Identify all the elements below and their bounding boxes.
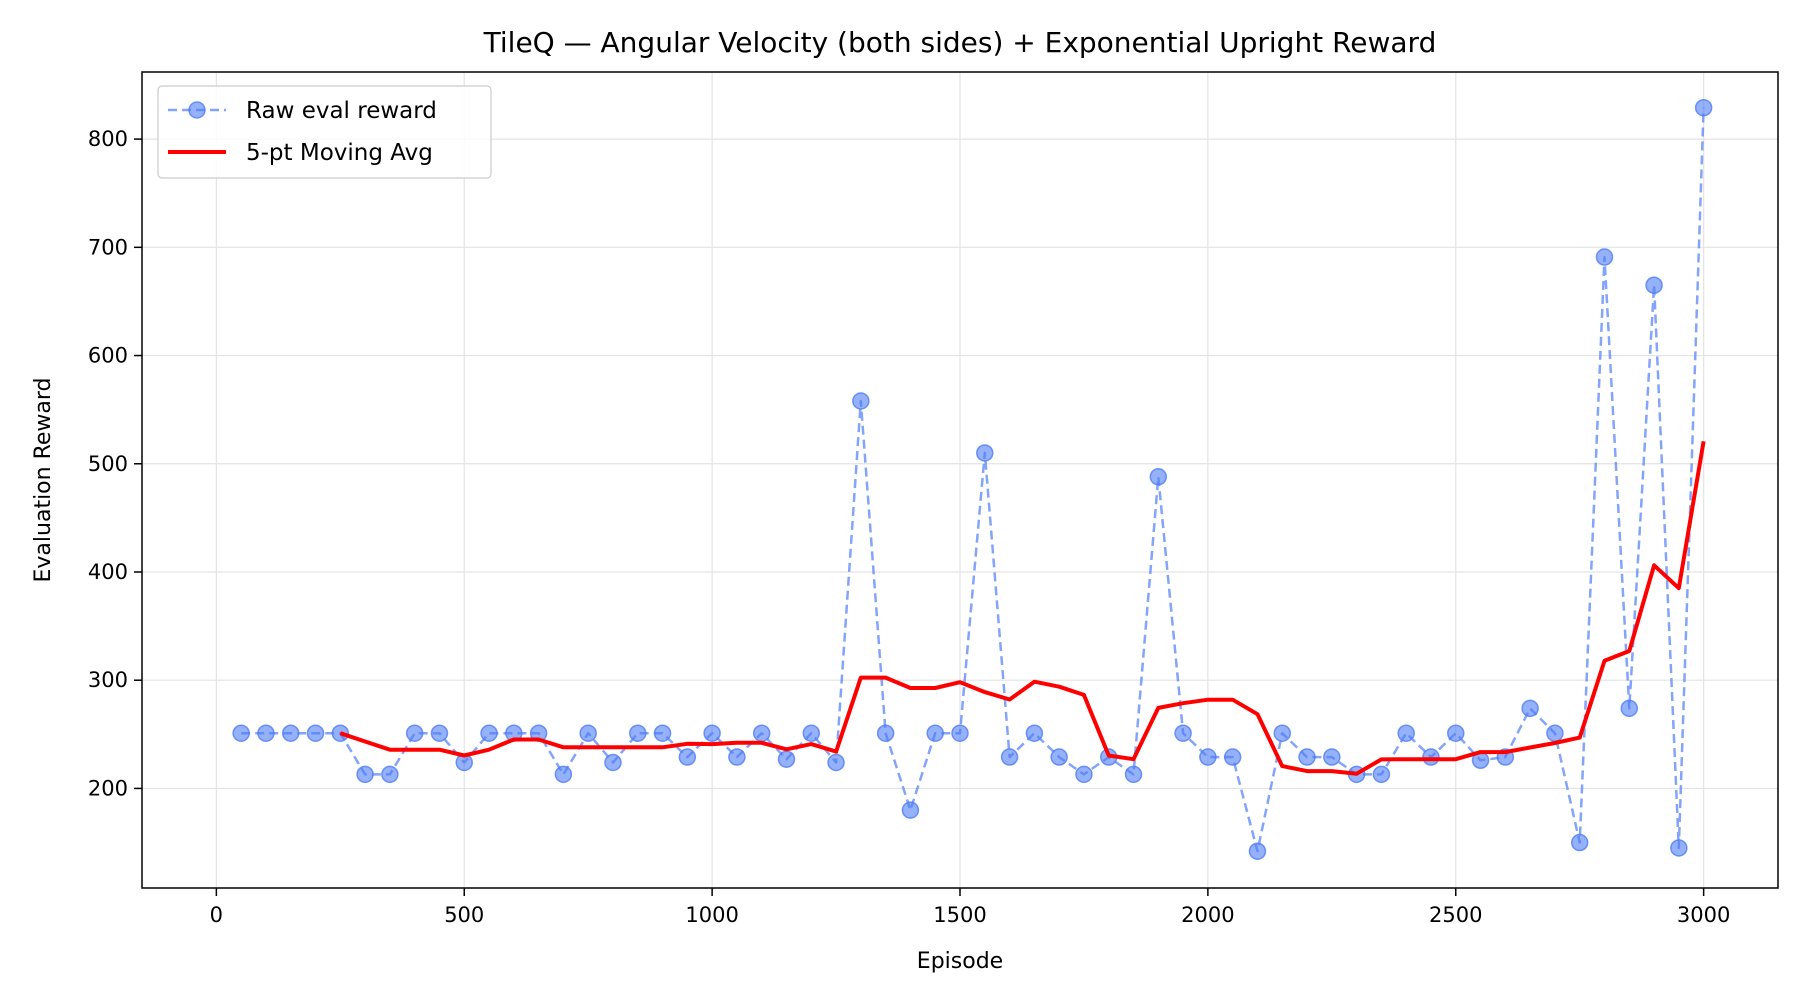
raw-eval-point [653, 724, 672, 742]
raw-eval-point [1620, 699, 1639, 718]
raw-eval-point [1248, 842, 1267, 860]
y-tick-label: 500 [88, 452, 128, 476]
raw-eval-point [629, 724, 647, 742]
raw-eval-point [1546, 724, 1564, 742]
x-tick-label: 1000 [685, 903, 738, 927]
y-tick-label: 800 [88, 127, 128, 151]
raw-eval-point [728, 748, 746, 766]
raw-eval-point [1000, 748, 1019, 766]
raw-eval-point [1670, 839, 1688, 857]
legend-box [157, 85, 492, 179]
raw-eval-point [257, 724, 275, 742]
raw-eval-point [1298, 748, 1316, 766]
x-axis-title: Episode [917, 949, 1003, 974]
raw-eval-point [1422, 748, 1440, 766]
raw-eval-point [951, 724, 969, 742]
raw-eval-point [1075, 765, 1093, 784]
raw-eval-point [1521, 699, 1539, 718]
x-tick-label: 3000 [1677, 903, 1730, 927]
legend-swatch-raw-marker [188, 101, 206, 119]
raw-eval-point [1025, 724, 1044, 742]
x-tick-label: 0 [210, 903, 223, 927]
raw-eval-point [1397, 724, 1415, 742]
raw-eval-point [703, 724, 721, 742]
raw-eval-point [554, 765, 573, 784]
raw-eval-point [678, 748, 697, 766]
raw-eval-point [802, 724, 821, 742]
raw-eval-point [1149, 468, 1168, 486]
y-tick-label: 700 [88, 235, 128, 259]
raw-eval-point [281, 724, 300, 742]
y-tick-label: 400 [88, 560, 128, 584]
raw-eval-point [356, 765, 374, 784]
raw-eval-point [306, 724, 325, 742]
series-layer [232, 98, 1713, 860]
x-tick-label: 2000 [1181, 903, 1234, 927]
raw-eval-point [926, 724, 944, 742]
raw-eval-point [1124, 765, 1143, 784]
raw-eval-point [976, 444, 994, 462]
tick-layer: 0 500 1000 1500 2000 2500 3000 200 300 400 500 600 7… [88, 127, 1730, 927]
grid-layer [142, 72, 1778, 888]
raw-eval-point [1372, 765, 1391, 784]
moving-avg-line [339, 440, 1706, 776]
raw-eval-point [430, 724, 449, 742]
raw-eval-point [777, 750, 796, 768]
raw-eval-point [480, 724, 498, 742]
raw-eval-point [1323, 748, 1341, 766]
x-tick-label: 500 [444, 903, 484, 927]
raw-eval-point [1174, 724, 1192, 742]
raw-eval-point [901, 801, 920, 819]
raw-eval-point [1694, 98, 1713, 117]
x-tick-label: 2500 [1429, 903, 1482, 927]
raw-eval-point [876, 724, 895, 742]
raw-eval-point [1050, 748, 1068, 766]
raw-eval-point [1645, 276, 1663, 294]
chart-title: TileQ — Angular Velocity (both sides) + … [483, 26, 1437, 59]
legend-label-avg: 5-pt Moving Avg [246, 140, 433, 166]
raw-eval-point [827, 753, 845, 772]
raw-eval-point [1447, 724, 1465, 742]
raw-eval-point [604, 753, 622, 772]
y-axis-title: Evaluation Reward [31, 377, 56, 582]
raw-eval-point [232, 724, 250, 742]
y-tick-label: 300 [88, 668, 128, 692]
raw-eval-point [752, 724, 771, 742]
raw-eval-point [1595, 248, 1614, 266]
raw-eval-point [579, 724, 597, 742]
y-tick-label: 200 [88, 776, 128, 800]
raw-eval-point [405, 724, 424, 742]
raw-eval-point [1570, 833, 1589, 852]
raw-eval-point [1223, 748, 1242, 766]
raw-eval-point [1273, 724, 1291, 742]
x-tick-label: 1500 [933, 903, 986, 927]
y-tick-label: 600 [88, 344, 128, 368]
raw-eval-point [852, 392, 870, 410]
raw-eval-point [1199, 748, 1217, 766]
raw-eval-point [381, 765, 399, 784]
legend: Raw eval reward 5-pt Moving Avg [157, 85, 492, 179]
legend-label-raw: Raw eval reward [246, 98, 437, 124]
